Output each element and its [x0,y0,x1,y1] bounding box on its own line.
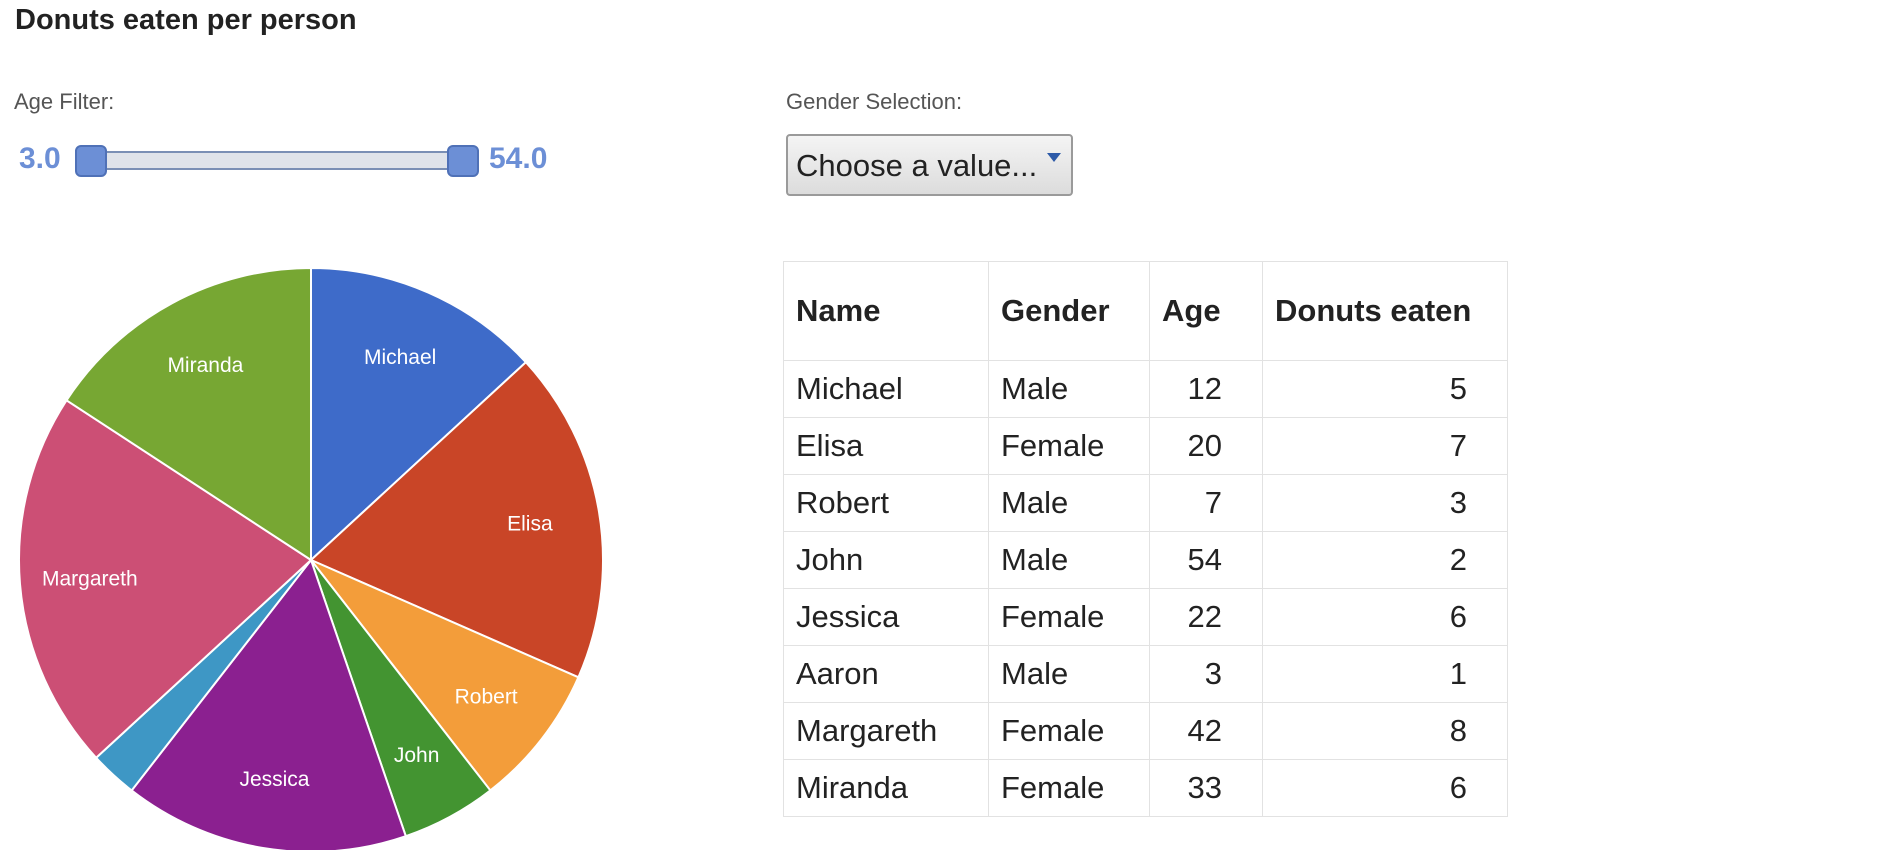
slice-label-john: John [394,744,440,767]
age-filter-min-value: 3.0 [19,142,61,175]
cell-donuts-eaten: 5 [1262,360,1508,418]
pie-slice-jessica[interactable] [130,557,408,850]
age-filter-track[interactable] [90,151,465,170]
cell-name: Aaron [783,645,989,703]
pie-slice-elisa[interactable] [309,360,604,679]
gender-select[interactable]: Choose a value... [786,134,1073,196]
slice-label-jessica: Jessica [239,768,309,791]
cell-donuts-eaten: 6 [1262,759,1508,817]
gender-selection-label: Gender Selection: [786,89,963,114]
pie-slice-michael[interactable] [310,266,528,563]
cell-donuts-eaten: 2 [1262,531,1508,589]
cell-name: Robert [783,474,989,532]
cell-donuts-eaten: 1 [1262,645,1508,703]
cell-age: 7 [1149,474,1263,532]
cell-age: 22 [1149,588,1263,646]
cell-age: 33 [1149,759,1263,817]
slice-label-miranda: Miranda [167,354,243,377]
table-row[interactable]: Michael Male 12 5 [783,360,1508,418]
age-filter-max-handle[interactable] [447,145,479,177]
table-row[interactable]: Margareth Female 42 8 [783,702,1508,760]
table-row[interactable]: Miranda Female 33 6 [783,759,1508,817]
pie-slice-margareth[interactable] [18,398,313,760]
cell-gender: Male [988,645,1150,703]
chevron-down-icon [1047,153,1061,162]
column-header-gender[interactable]: Gender [988,261,1150,361]
slice-label-robert: Robert [455,685,518,708]
slice-label-michael: Michael [364,346,436,369]
table-row[interactable]: Aaron Male 3 1 [783,645,1508,703]
cell-age: 3 [1149,645,1263,703]
age-filter-label: Age Filter: [14,89,115,114]
cell-donuts-eaten: 3 [1262,474,1508,532]
column-header-donuts-eaten[interactable]: Donuts eaten [1262,261,1508,361]
data-table: Name Gender Age Donuts eaten Michael Male… [783,261,1508,817]
cell-name: Miranda [783,759,989,817]
cell-donuts-eaten: 8 [1262,702,1508,760]
cell-gender: Female [988,417,1150,475]
cell-gender: Female [988,588,1150,646]
column-header-name[interactable]: Name [783,261,989,361]
cell-age: 42 [1149,702,1263,760]
table-row[interactable]: Robert Male 7 3 [783,474,1508,532]
cell-name: Margareth [783,702,989,760]
pie-chart: Michael Elisa Robert John Jessica Margareth Mi… [18,266,604,850]
cell-gender: Female [988,759,1150,817]
table-row[interactable]: Jessica Female 22 6 [783,588,1508,646]
chart-title: Donuts eaten per person [15,4,357,36]
age-filter-max-value: 54.0 [489,142,548,175]
cell-donuts-eaten: 6 [1262,588,1508,646]
cell-gender: Male [988,474,1150,532]
cell-name: Elisa [783,417,989,475]
table-header-row: Name Gender Age Donuts eaten [783,261,1508,361]
cell-name: Michael [783,360,989,418]
cell-age: 54 [1149,531,1263,589]
cell-age: 12 [1149,360,1263,418]
table-row[interactable]: Elisa Female 20 7 [783,417,1508,475]
cell-donuts-eaten: 7 [1262,417,1508,475]
cell-gender: Female [988,702,1150,760]
pie-slice-miranda[interactable] [65,266,312,562]
column-header-age[interactable]: Age [1149,261,1263,361]
pie-slice-robert[interactable] [310,559,580,792]
cell-gender: Male [988,531,1150,589]
cell-gender: Male [988,360,1150,418]
slice-label-elisa: Elisa [507,512,553,535]
cell-age: 20 [1149,417,1263,475]
cell-name: Jessica [783,588,989,646]
cell-name: John [783,531,989,589]
slice-label-margareth: Margareth [42,567,138,590]
table-row[interactable]: John Male 54 2 [783,531,1508,589]
age-filter-min-handle[interactable] [75,145,107,177]
gender-select-value: Choose a value... [796,148,1038,183]
